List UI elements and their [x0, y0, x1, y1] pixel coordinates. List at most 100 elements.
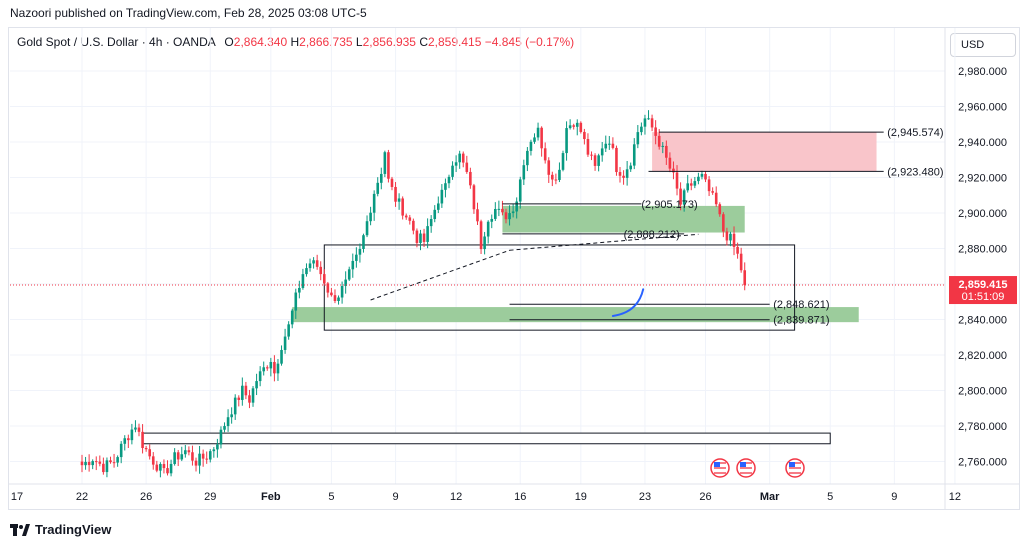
- projection-curve[interactable]: [611, 288, 645, 317]
- candle-up[interactable]: [119, 443, 123, 458]
- candle-down[interactable]: [540, 127, 543, 149]
- currency-button[interactable]: USD: [950, 33, 1016, 57]
- candle-down[interactable]: [586, 139, 590, 155]
- candle-down[interactable]: [579, 122, 583, 132]
- candle-down[interactable]: [465, 162, 469, 172]
- candle-up[interactable]: [255, 381, 258, 389]
- us-event-icon[interactable]: [710, 458, 730, 478]
- candle-up[interactable]: [340, 286, 344, 298]
- candle-down[interactable]: [469, 171, 472, 186]
- candle-up[interactable]: [379, 173, 383, 183]
- symbol-name[interactable]: Gold Spot / U.S. Dollar · 4h · OANDA: [17, 35, 216, 49]
- candle-up[interactable]: [451, 165, 454, 177]
- candle-up[interactable]: [372, 193, 376, 213]
- candle-down[interactable]: [415, 230, 419, 243]
- candle-up[interactable]: [219, 429, 223, 445]
- candle-up[interactable]: [419, 233, 422, 243]
- candle-down[interactable]: [94, 461, 98, 463]
- candle-up[interactable]: [383, 152, 387, 174]
- candle-up[interactable]: [173, 452, 176, 464]
- candle-up[interactable]: [526, 150, 529, 166]
- candle-down[interactable]: [547, 160, 551, 175]
- candle-down[interactable]: [650, 118, 654, 128]
- candle-down[interactable]: [622, 175, 625, 178]
- candle-up[interactable]: [490, 218, 494, 222]
- candle-up[interactable]: [643, 118, 647, 127]
- candle-up[interactable]: [241, 385, 244, 400]
- candle-up[interactable]: [91, 461, 94, 466]
- candle-down[interactable]: [543, 148, 547, 161]
- candle-down[interactable]: [127, 438, 130, 441]
- candle-up[interactable]: [604, 143, 608, 149]
- candle-up[interactable]: [483, 236, 486, 250]
- candle-up[interactable]: [365, 221, 369, 236]
- candle-down[interactable]: [387, 152, 390, 179]
- candle-up[interactable]: [575, 122, 579, 127]
- candle-up[interactable]: [597, 155, 600, 166]
- candle-up[interactable]: [337, 297, 340, 301]
- candle-up[interactable]: [358, 248, 362, 255]
- candle-up[interactable]: [298, 287, 301, 293]
- candle-up[interactable]: [223, 426, 226, 430]
- candle-up[interactable]: [608, 143, 611, 145]
- candle-up[interactable]: [105, 460, 109, 473]
- candle-down[interactable]: [572, 125, 575, 127]
- candle-down[interactable]: [665, 145, 668, 158]
- candle-down[interactable]: [404, 215, 408, 218]
- candle-down[interactable]: [714, 192, 718, 205]
- candle-up[interactable]: [123, 438, 127, 444]
- candle-up[interactable]: [351, 260, 355, 270]
- candle-up[interactable]: [568, 125, 572, 129]
- tradingview-footer[interactable]: TradingView: [10, 522, 111, 537]
- candle-down[interactable]: [330, 292, 333, 296]
- candle-up[interactable]: [262, 367, 266, 372]
- candle-down[interactable]: [611, 143, 615, 148]
- candle-up[interactable]: [233, 397, 237, 415]
- candle-up[interactable]: [494, 208, 497, 219]
- old-low-box[interactable]: [142, 432, 831, 445]
- candle-down[interactable]: [191, 452, 194, 461]
- candle-down[interactable]: [722, 214, 725, 232]
- candle-down[interactable]: [672, 168, 675, 173]
- candle-up[interactable]: [533, 137, 536, 142]
- candle-up[interactable]: [486, 221, 490, 237]
- candle-down[interactable]: [707, 179, 711, 192]
- candle-down[interactable]: [679, 188, 682, 205]
- candle-down[interactable]: [141, 431, 144, 448]
- candle-up[interactable]: [212, 449, 216, 452]
- candle-up[interactable]: [561, 153, 565, 170]
- candle-down[interactable]: [137, 427, 141, 432]
- candle-up[interactable]: [565, 128, 568, 154]
- candle-down[interactable]: [98, 461, 102, 464]
- candle-down[interactable]: [109, 460, 112, 463]
- candle-down[interactable]: [422, 233, 426, 242]
- candle-up[interactable]: [636, 132, 640, 145]
- candle-up[interactable]: [369, 212, 372, 222]
- candle-up[interactable]: [508, 213, 511, 220]
- candle-up[interactable]: [397, 198, 401, 202]
- candle-up[interactable]: [640, 126, 643, 133]
- candle-down[interactable]: [743, 270, 747, 286]
- candle-down[interactable]: [583, 131, 586, 140]
- candle-down[interactable]: [176, 452, 180, 460]
- candle-up[interactable]: [511, 211, 515, 214]
- candle-down[interactable]: [237, 397, 241, 400]
- range-box[interactable]: [323, 244, 796, 331]
- candle-up[interactable]: [629, 165, 633, 170]
- candle-up[interactable]: [283, 336, 287, 350]
- candle-down[interactable]: [654, 127, 657, 136]
- candle-down[interactable]: [618, 172, 622, 176]
- candle-down[interactable]: [273, 361, 276, 374]
- us-event-icon[interactable]: [736, 458, 756, 478]
- candle-up[interactable]: [647, 118, 650, 120]
- candle-down[interactable]: [248, 395, 251, 403]
- candle-down[interactable]: [590, 154, 593, 156]
- candle-up[interactable]: [312, 260, 315, 264]
- candle-down[interactable]: [408, 217, 412, 221]
- candle-down[interactable]: [479, 221, 483, 250]
- us-event-icon[interactable]: [785, 458, 805, 478]
- candle-down[interactable]: [155, 464, 159, 471]
- candle-up[interactable]: [276, 363, 280, 374]
- candle-down[interactable]: [461, 153, 465, 163]
